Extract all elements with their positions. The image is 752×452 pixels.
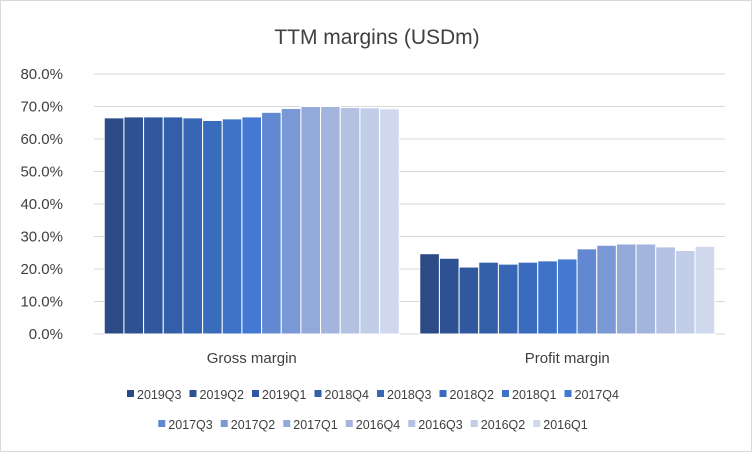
legend-label: 2018Q1 <box>512 388 557 402</box>
bar-2018Q3-0 <box>182 117 204 335</box>
bar-2019Q1-1 <box>458 266 480 335</box>
bar-2016Q2-1 <box>674 249 696 335</box>
legend-swatch <box>377 390 384 397</box>
bar-2017Q3-1 <box>576 248 598 335</box>
legend: 2019Q3 2019Q2 2019Q1 2018Q4 2018Q3 2018Q2 2018… <box>127 388 619 432</box>
y-tick-label: 70.0% <box>20 99 63 116</box>
legend-swatch <box>158 420 166 427</box>
legend-swatch <box>127 390 134 397</box>
bar-2018Q2-1 <box>517 261 539 335</box>
legend-swatch <box>345 420 353 427</box>
legend-label: 2016Q4 <box>356 418 401 432</box>
bar-2018Q3-1 <box>497 263 519 335</box>
legend-swatch <box>533 420 541 427</box>
y-tick-label: 20.0% <box>20 261 63 278</box>
category-label: Gross margin <box>207 350 297 367</box>
bar-2019Q1-0 <box>143 116 164 335</box>
legend-label: 2017Q2 <box>231 418 276 432</box>
y-tick-label: 60.0% <box>20 131 63 148</box>
bar-2016Q3-1 <box>655 246 676 335</box>
bar-2016Q4-0 <box>320 106 341 335</box>
legend-swatch <box>470 420 478 427</box>
bar-2017Q2-0 <box>280 107 302 335</box>
legend-label: 2018Q3 <box>387 388 432 402</box>
legend-item: 2018Q2 <box>439 388 495 402</box>
legend-label: 2016Q3 <box>418 418 463 432</box>
legend-swatch <box>220 420 228 427</box>
bar-2018Q1-0 <box>221 118 243 335</box>
bar-2019Q2-0 <box>123 116 145 335</box>
bar-2018Q4-0 <box>162 116 184 335</box>
legend-swatch <box>564 390 572 397</box>
legend-label: 2016Q2 <box>481 418 526 432</box>
legend-swatch <box>408 420 416 427</box>
y-tick-label: 40.0% <box>20 196 63 213</box>
bar-2019Q3-1 <box>419 253 440 335</box>
category-labels: Gross margin Profit margin <box>207 350 610 367</box>
legend-item: 2017Q4 <box>564 388 620 402</box>
bar-2019Q3-0 <box>103 117 125 335</box>
bar-2019Q2-1 <box>438 257 460 335</box>
legend-item: 2017Q2 <box>220 418 276 432</box>
bars <box>103 106 716 335</box>
bar-2018Q1-1 <box>537 260 558 335</box>
bar-2016Q4-1 <box>635 243 657 335</box>
legend-item: 2019Q3 <box>127 388 182 402</box>
legend-item: 2019Q1 <box>252 388 307 402</box>
legend-label: 2017Q1 <box>293 418 338 432</box>
bar-2016Q3-0 <box>339 106 361 335</box>
legend-swatch <box>189 390 197 397</box>
legend-label: 2019Q1 <box>262 388 307 402</box>
legend-label: 2018Q4 <box>325 388 370 402</box>
bar-2017Q4-1 <box>556 258 578 335</box>
legend-item: 2017Q1 <box>283 418 338 432</box>
legend-item: 2018Q4 <box>314 388 370 402</box>
bar-2016Q1-1 <box>694 245 716 335</box>
bar-2016Q2-0 <box>359 107 381 335</box>
chart-title: TTM margins (USDm) <box>274 26 479 49</box>
y-tick-label: 30.0% <box>20 229 63 246</box>
legend-swatch <box>283 420 291 427</box>
bar-2017Q1-1 <box>615 243 637 335</box>
legend-item: 2016Q2 <box>470 418 526 432</box>
category-label: Profit margin <box>525 350 610 367</box>
bar-2018Q4-1 <box>478 261 499 335</box>
bar-2016Q1-0 <box>379 108 400 335</box>
legend-item: 2016Q1 <box>533 418 588 432</box>
legend-label: 2019Q3 <box>137 388 182 402</box>
y-tick-label: 80.0% <box>20 66 63 83</box>
legend-item: 2019Q2 <box>189 388 245 402</box>
bar-2017Q4-0 <box>241 116 263 335</box>
legend-item: 2017Q3 <box>158 418 213 432</box>
y-axis-ticks: 0.0% 10.0% 20.0% 30.0% 40.0% 50.0% 60.0% 70.0% 8… <box>20 66 63 343</box>
legend-swatch <box>439 390 447 397</box>
legend-label: 2017Q4 <box>575 388 620 402</box>
legend-label: 2016Q1 <box>543 418 588 432</box>
legend-swatch <box>502 390 509 397</box>
y-tick-label: 50.0% <box>20 164 63 181</box>
bar-2017Q3-0 <box>261 111 282 335</box>
legend-label: 2017Q3 <box>168 418 213 432</box>
legend-label: 2019Q2 <box>200 388 245 402</box>
legend-swatch <box>252 390 259 397</box>
legend-label: 2018Q2 <box>450 388 495 402</box>
bar-2017Q1-0 <box>300 106 322 335</box>
legend-item: 2018Q1 <box>502 388 557 402</box>
legend-item: 2016Q4 <box>345 418 401 432</box>
bar-2018Q2-0 <box>202 119 223 335</box>
legend-item: 2018Q3 <box>377 388 432 402</box>
y-tick-label: 0.0% <box>29 326 63 343</box>
legend-item: 2016Q3 <box>408 418 463 432</box>
legend-swatch <box>314 390 322 397</box>
y-tick-label: 10.0% <box>20 294 63 311</box>
bar-2017Q2-1 <box>596 244 617 335</box>
